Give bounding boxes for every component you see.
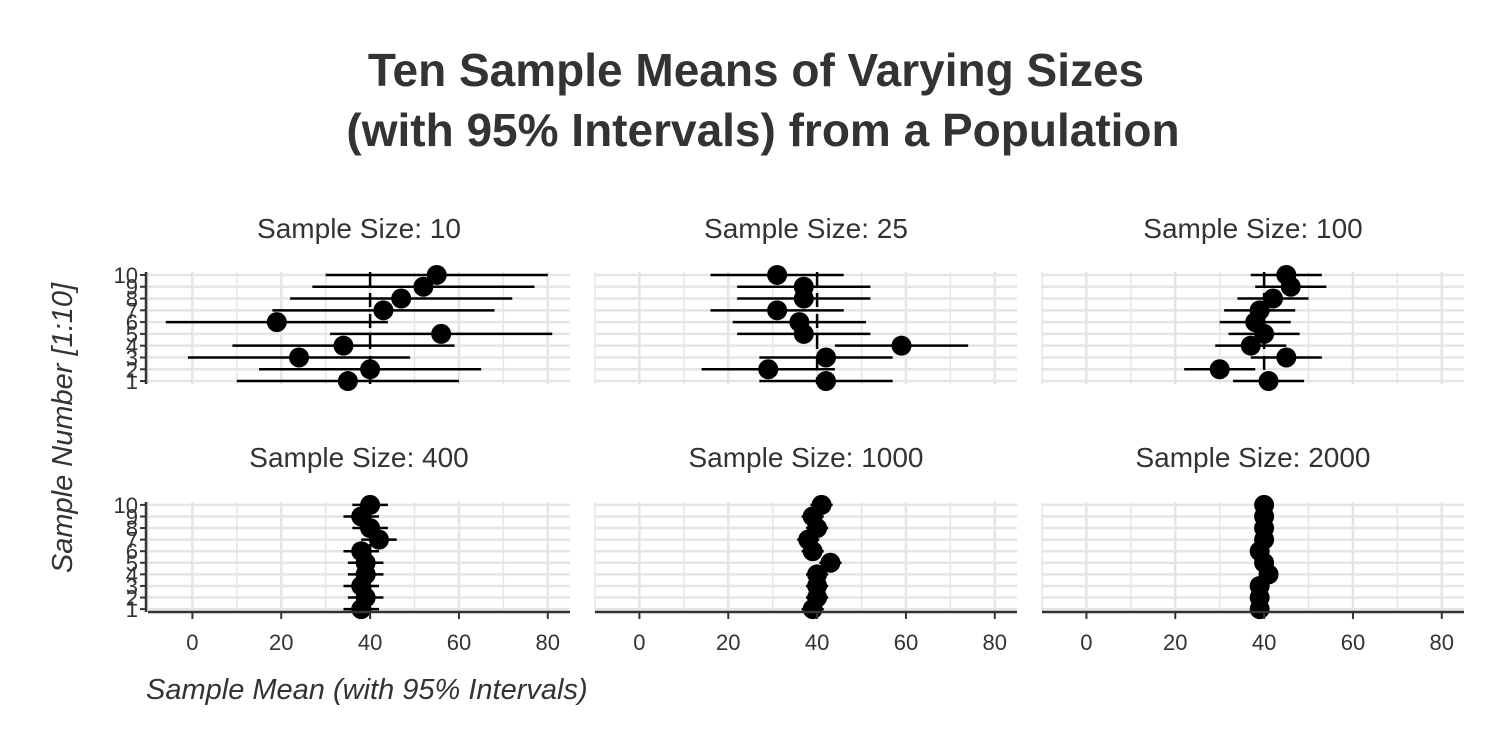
facet-strip-label: Sample Size: 1000: [688, 442, 923, 473]
facet-panel: Sample Size: 1000 0 20 40 60 80: [594, 442, 1017, 655]
y-tick-label: 4: [126, 562, 138, 587]
facet-panel: Sample Size: 100: [1041, 213, 1464, 392]
x-tick-label: 80: [1430, 630, 1454, 655]
y-tick-label: 10: [114, 493, 138, 518]
y-tick-label: 7: [126, 298, 138, 323]
x-tick-label: 0: [1080, 630, 1092, 655]
data-point: [1249, 300, 1270, 321]
facet-strip-label: Sample Size: 25: [704, 213, 908, 244]
data-point: [793, 276, 814, 297]
y-tick-label: 1: [126, 597, 138, 622]
x-tick-label: 20: [716, 630, 740, 655]
x-axis-title: Sample Mean (with 95% Intervals): [146, 674, 588, 706]
data-point: [820, 552, 841, 573]
x-tick-label: 20: [1163, 630, 1187, 655]
x-tick-label: 0: [186, 630, 198, 655]
data-point: [767, 264, 788, 285]
x-tick-label: 80: [536, 630, 560, 655]
facet-strip-label: Sample Size: 10: [257, 213, 461, 244]
data-point: [391, 288, 412, 309]
x-tick-label: 20: [269, 630, 293, 655]
y-tick-label: 2: [126, 586, 138, 611]
data-point: [807, 564, 828, 585]
facet-strip-label: Sample Size: 2000: [1135, 442, 1370, 473]
y-tick-label: 5: [126, 551, 138, 576]
y-tick-label: 9: [126, 504, 138, 529]
x-tick-label: 60: [447, 630, 471, 655]
data-point: [289, 347, 310, 368]
data-point: [373, 300, 394, 321]
data-point: [431, 323, 452, 344]
data-point: [266, 312, 287, 333]
y-tick-label: 6: [126, 539, 138, 564]
y-axis-title: Sample Number [1:10]: [47, 282, 79, 573]
x-tick-label: 60: [894, 630, 918, 655]
data-point: [891, 335, 912, 356]
data-point: [333, 335, 354, 356]
y-tick-label: 10: [114, 263, 138, 288]
data-point: [1276, 347, 1297, 368]
y-tick-label: 8: [126, 287, 138, 312]
y-tick-label: 8: [126, 516, 138, 541]
data-point: [413, 276, 434, 297]
x-tick-label: 60: [1341, 630, 1365, 655]
data-point: [767, 300, 788, 321]
y-tick-label: 7: [126, 528, 138, 553]
y-tick-label: 1: [126, 369, 138, 394]
data-point: [1254, 494, 1275, 515]
y-tick-label: 4: [126, 334, 138, 359]
facet-strip-label: Sample Size: 100: [1143, 213, 1362, 244]
chart-title-line-2: (with 95% Intervals) from a Population: [346, 104, 1179, 156]
y-tick-label: 3: [126, 345, 138, 370]
data-point: [758, 359, 779, 380]
data-point: [1276, 264, 1297, 285]
data-point: [360, 494, 381, 515]
data-point: [337, 371, 358, 392]
y-tick-label: 6: [126, 310, 138, 335]
y-tick-label: 2: [126, 357, 138, 382]
data-point: [1262, 288, 1283, 309]
data-point: [1209, 359, 1230, 380]
y-tick-label: 5: [126, 322, 138, 347]
x-tick-label: 40: [358, 630, 382, 655]
data-point: [1258, 371, 1279, 392]
chart-title-line-1: Ten Sample Means of Varying Sizes: [368, 44, 1144, 96]
x-tick-label: 40: [1252, 630, 1276, 655]
data-point: [815, 371, 836, 392]
data-point: [815, 347, 836, 368]
x-tick-label: 0: [633, 630, 645, 655]
data-point: [360, 359, 381, 380]
y-tick-label: 9: [126, 275, 138, 300]
x-tick-label: 80: [983, 630, 1007, 655]
facet-strip-label: Sample Size: 400: [249, 442, 468, 473]
y-tick-label: 3: [126, 574, 138, 599]
x-tick-label: 40: [805, 630, 829, 655]
data-point: [351, 541, 372, 562]
data-point: [1240, 335, 1261, 356]
data-point: [426, 264, 447, 285]
facet-panel: Sample Size: 25: [594, 213, 1017, 392]
data-point: [811, 494, 832, 515]
data-point: [789, 312, 810, 333]
facet-panel: Sample Size: 2000 0 20 40 60 80: [1041, 442, 1464, 655]
